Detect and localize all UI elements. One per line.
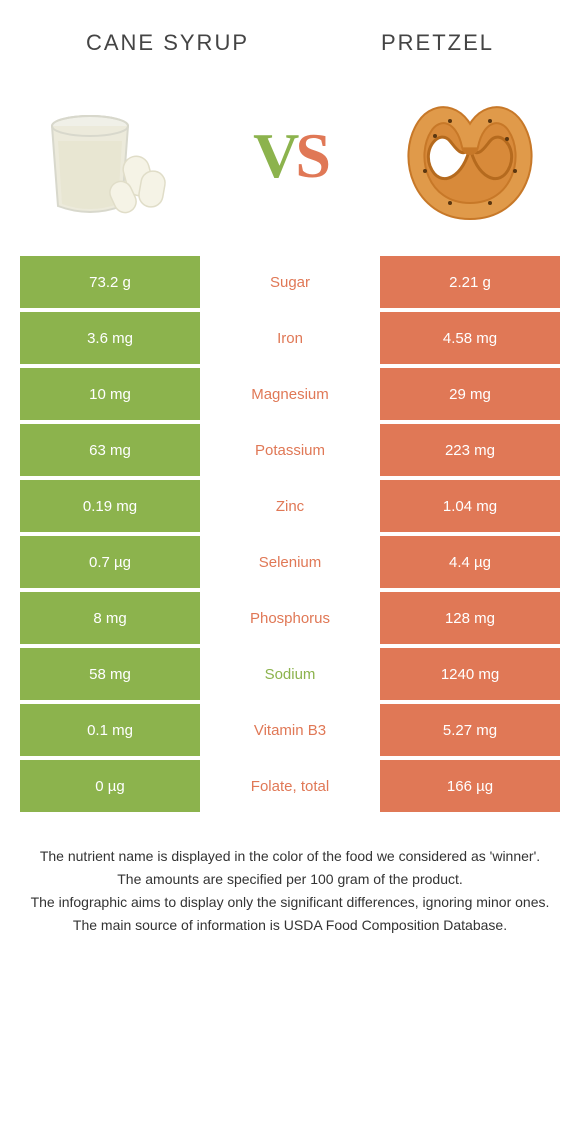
left-value: 73.2 g: [20, 256, 200, 308]
nutrient-row: 8 mgPhosphorus128 mg: [20, 592, 560, 644]
footer-line-1: The nutrient name is displayed in the co…: [30, 846, 550, 867]
nutrient-row: 63 mgPotassium223 mg: [20, 424, 560, 476]
left-value: 8 mg: [20, 592, 200, 644]
nutrient-row: 0 µgFolate, total166 µg: [20, 760, 560, 812]
glass-icon: [40, 86, 180, 226]
nutrient-label: Magnesium: [200, 368, 380, 420]
nutrient-label: Sodium: [200, 648, 380, 700]
nutrient-label: Phosphorus: [200, 592, 380, 644]
left-value: 0 µg: [20, 760, 200, 812]
right-food-title: Pretzel: [381, 30, 494, 56]
footer-line-4: The main source of information is USDA F…: [30, 915, 550, 936]
header: Cane syrup Pretzel: [0, 0, 580, 66]
left-value: 3.6 mg: [20, 312, 200, 364]
right-value: 5.27 mg: [380, 704, 560, 756]
cane-syrup-image: [30, 76, 190, 236]
right-value: 1.04 mg: [380, 480, 560, 532]
hero-row: VS: [0, 66, 580, 256]
left-food-title: Cane syrup: [86, 30, 249, 56]
vs-label: VS: [253, 119, 327, 193]
left-value: 0.1 mg: [20, 704, 200, 756]
right-value: 166 µg: [380, 760, 560, 812]
left-value: 0.7 µg: [20, 536, 200, 588]
pretzel-icon: [395, 81, 545, 231]
left-value: 58 mg: [20, 648, 200, 700]
left-value: 0.19 mg: [20, 480, 200, 532]
vs-v: V: [253, 120, 295, 191]
left-value: 63 mg: [20, 424, 200, 476]
footer-line-2: The amounts are specified per 100 gram o…: [30, 869, 550, 890]
vs-s: S: [295, 120, 327, 191]
nutrient-row: 73.2 gSugar2.21 g: [20, 256, 560, 308]
footer-line-3: The infographic aims to display only the…: [30, 892, 550, 913]
nutrient-label: Vitamin B3: [200, 704, 380, 756]
nutrient-label: Iron: [200, 312, 380, 364]
nutrient-row: 3.6 mgIron4.58 mg: [20, 312, 560, 364]
nutrient-table: 73.2 gSugar2.21 g3.6 mgIron4.58 mg10 mgM…: [0, 256, 580, 812]
right-value: 128 mg: [380, 592, 560, 644]
nutrient-label: Selenium: [200, 536, 380, 588]
right-value: 4.58 mg: [380, 312, 560, 364]
right-value: 4.4 µg: [380, 536, 560, 588]
nutrient-label: Zinc: [200, 480, 380, 532]
nutrient-row: 58 mgSodium1240 mg: [20, 648, 560, 700]
nutrient-row: 10 mgMagnesium29 mg: [20, 368, 560, 420]
footer-notes: The nutrient name is displayed in the co…: [0, 816, 580, 936]
left-value: 10 mg: [20, 368, 200, 420]
nutrient-row: 0.1 mgVitamin B35.27 mg: [20, 704, 560, 756]
nutrient-row: 0.7 µgSelenium4.4 µg: [20, 536, 560, 588]
nutrient-label: Potassium: [200, 424, 380, 476]
right-value: 29 mg: [380, 368, 560, 420]
right-value: 2.21 g: [380, 256, 560, 308]
nutrient-label: Sugar: [200, 256, 380, 308]
right-value: 1240 mg: [380, 648, 560, 700]
nutrient-label: Folate, total: [200, 760, 380, 812]
nutrient-row: 0.19 mgZinc1.04 mg: [20, 480, 560, 532]
pretzel-image: [390, 76, 550, 236]
right-value: 223 mg: [380, 424, 560, 476]
